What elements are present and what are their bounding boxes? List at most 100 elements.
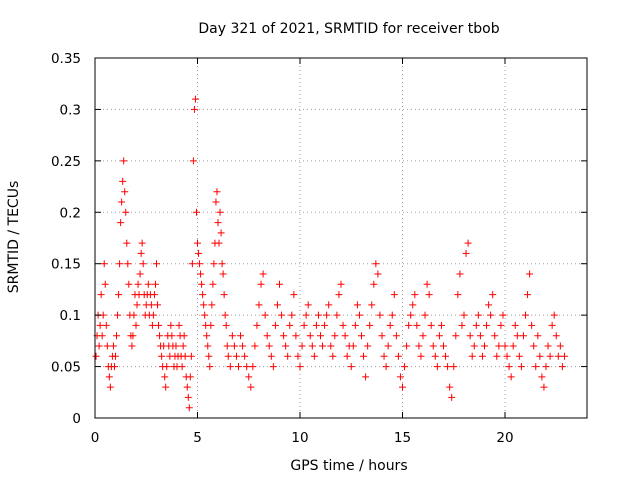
data-point: [149, 311, 157, 319]
data-point: [343, 352, 351, 360]
data-point: [265, 342, 273, 350]
data-point: [97, 291, 105, 299]
data-point: [115, 291, 123, 299]
data-point: [112, 352, 119, 360]
data-point: [419, 332, 427, 340]
data-point: [442, 352, 450, 360]
data-point: [180, 332, 188, 340]
data-point: [186, 373, 194, 381]
data-point: [288, 311, 296, 319]
y-tick-label: 0.1: [60, 308, 81, 324]
data-point: [470, 342, 478, 350]
data-point: [491, 332, 499, 340]
data-point: [448, 393, 456, 401]
data-point: [526, 270, 534, 278]
data-point: [507, 373, 515, 381]
data-point: [321, 321, 329, 329]
data-point: [195, 249, 203, 257]
data-point: [312, 321, 320, 329]
data-point: [100, 260, 108, 268]
data-point: [181, 352, 189, 360]
data-point: [184, 393, 192, 401]
data-point: [409, 301, 417, 309]
data-point: [517, 363, 525, 371]
data-point: [493, 352, 501, 360]
data-point: [110, 363, 118, 371]
plot-area: [95, 58, 587, 418]
data-point: [495, 342, 503, 350]
x-tick-label: 10: [291, 430, 308, 446]
data-point: [226, 363, 234, 371]
data-point: [232, 352, 240, 360]
y-tick-label: 0.35: [51, 51, 81, 67]
data-point: [267, 352, 275, 360]
data-point: [222, 321, 230, 329]
data-point: [286, 321, 294, 329]
data-point: [230, 342, 238, 350]
data-point: [257, 280, 265, 288]
data-point: [132, 321, 140, 329]
data-point: [114, 311, 122, 319]
data-point: [228, 332, 236, 340]
data-point: [339, 321, 347, 329]
data-point: [306, 332, 314, 340]
data-point: [317, 332, 324, 340]
data-point: [269, 363, 277, 371]
data-point: [128, 342, 136, 350]
data-point: [421, 311, 429, 319]
data-point: [511, 321, 519, 329]
data-point: [190, 105, 198, 113]
x-axis-title: GPS time / hours: [290, 458, 407, 474]
data-point: [151, 280, 159, 288]
data-point: [331, 332, 339, 340]
data-point: [217, 229, 225, 237]
data-point: [191, 95, 199, 103]
data-point: [435, 332, 443, 340]
data-point: [433, 363, 441, 371]
data-point: [423, 280, 431, 288]
data-point: [189, 157, 197, 165]
data-point: [187, 352, 195, 360]
data-point: [376, 311, 384, 319]
data-point: [96, 321, 104, 329]
data-point: [487, 311, 495, 319]
data-point: [560, 352, 568, 360]
data-point: [314, 311, 322, 319]
data-point: [290, 291, 298, 299]
data-point: [440, 342, 447, 350]
data-point: [415, 342, 423, 350]
tick-marks: [94, 57, 587, 419]
data-point: [335, 291, 343, 299]
data-point: [208, 301, 216, 309]
plot-frame: [94, 57, 588, 419]
data-point: [358, 332, 365, 340]
data-point: [178, 363, 186, 371]
data-point: [196, 260, 204, 268]
data-point: [263, 332, 271, 340]
data-point: [327, 342, 335, 350]
data-point: [153, 260, 160, 268]
data-point: [513, 332, 521, 340]
data-point: [501, 342, 509, 350]
data-point: [172, 342, 180, 350]
data-point: [532, 363, 540, 371]
data-point: [450, 363, 458, 371]
data-point: [550, 311, 558, 319]
data-point: [325, 301, 333, 309]
data-point: [538, 373, 546, 381]
data-point: [282, 342, 290, 350]
data-point: [497, 321, 505, 329]
data-point: [528, 321, 536, 329]
y-tick-label: 0.3: [60, 102, 81, 118]
data-point: [105, 373, 113, 381]
data-point: [427, 321, 435, 329]
data-point: [323, 311, 331, 319]
data-point: [280, 332, 288, 340]
data-point: [162, 383, 170, 391]
y-tick-label: 0.25: [51, 154, 81, 170]
data-point: [130, 311, 138, 319]
data-point: [241, 352, 249, 360]
data-point: [509, 342, 517, 350]
data-point: [503, 352, 511, 360]
data-point: [192, 208, 200, 216]
